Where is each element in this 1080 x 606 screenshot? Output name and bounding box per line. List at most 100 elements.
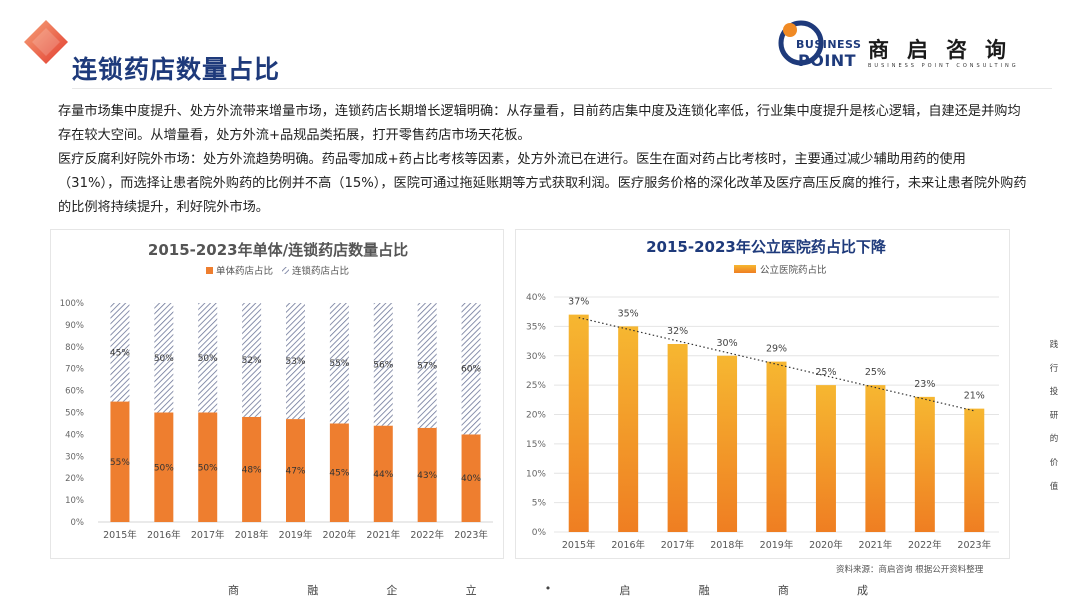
- paragraph-hospital: 医疗反腐利好院外市场：处方外流趋势明确。药品零加成+药占比考核等因素，处方外流已…: [58, 152, 1027, 215]
- x-tick-label: 2015年: [562, 539, 596, 551]
- data-label-chain: 57%: [417, 361, 437, 371]
- y-tick-label: 5%: [532, 499, 547, 509]
- bar-drug-ratio: [667, 344, 688, 532]
- side-char: 值: [1049, 481, 1059, 492]
- data-label-single: 40%: [461, 474, 481, 484]
- bar-single-store: [329, 423, 349, 522]
- side-char: 价: [1049, 457, 1059, 468]
- bar-drug-ratio: [568, 314, 589, 532]
- data-label-chain: 60%: [461, 365, 481, 375]
- data-label: 23%: [914, 379, 935, 390]
- logo-text-business: BUSINESS: [796, 38, 862, 51]
- corner-decoration-icon: [24, 20, 68, 64]
- data-label-chain: 45%: [110, 348, 130, 358]
- chart-title: 2015-2023年单体/连锁药店数量占比: [148, 241, 408, 259]
- bar-chain-store: [198, 303, 218, 413]
- chart-panel-store-share: 2015-2023年单体/连锁药店数量占比 单体药店占比 连锁药店占比 0% 10% 20…: [50, 229, 504, 559]
- data-label-single: 47%: [285, 467, 305, 477]
- x-tick-label: 2020年: [809, 539, 843, 551]
- side-char: 研: [1049, 410, 1059, 421]
- bar-chain-store: [417, 303, 437, 428]
- x-tick-label: 2019年: [760, 539, 794, 551]
- x-tick-label: 2022年: [410, 529, 444, 541]
- bar-drug-ratio: [964, 408, 985, 532]
- bar-single-store: [417, 427, 437, 522]
- x-tick-label: 2016年: [611, 539, 645, 551]
- footer-char: 成: [857, 584, 868, 597]
- data-label-single: 43%: [417, 471, 437, 481]
- bar-single-store: [110, 401, 130, 522]
- footer-char: •: [544, 582, 552, 595]
- x-tick-label: 2022年: [908, 539, 942, 551]
- y-tick-label: 15%: [526, 440, 546, 450]
- y-tick-label: 25%: [526, 381, 546, 391]
- bar-drug-ratio: [717, 355, 738, 532]
- legend-swatch: [282, 267, 289, 274]
- bar-chain-store: [329, 303, 349, 424]
- x-tick-label: 2020年: [323, 529, 357, 541]
- data-label-single: 50%: [154, 463, 174, 473]
- data-label-single: 45%: [329, 469, 349, 479]
- x-tick-label: 2018年: [235, 529, 269, 541]
- y-tick-label: 50%: [65, 409, 84, 419]
- bar-single-store: [286, 419, 305, 522]
- y-tick-label: 90%: [65, 321, 84, 331]
- y-tick-label: 10%: [65, 496, 84, 506]
- bar-drug-ratio: [766, 361, 787, 532]
- title-divider: [72, 88, 1052, 89]
- chart-title: 2015-2023年公立医院药占比下降: [646, 238, 887, 256]
- data-label: 37%: [568, 297, 589, 308]
- data-label: 35%: [618, 308, 639, 319]
- paragraph-market: 存量市场集中度提升、处方外流带来增量市场，连锁药店长期增长逻辑明确：从存量看，目…: [58, 104, 1021, 143]
- x-tick-label: 2023年: [454, 529, 488, 541]
- y-tick-label: 40%: [65, 430, 84, 440]
- data-label-chain: 55%: [329, 359, 349, 369]
- x-tick-label: 2018年: [710, 539, 744, 551]
- legend-label: 连锁药店占比: [292, 265, 349, 277]
- legend-label: 公立医院药占比: [760, 264, 827, 276]
- y-tick-label: 30%: [526, 352, 546, 362]
- chart-panel-drug-ratio: 2015-2023年公立医院药占比下降公立医院药占比 0% 5% 10% 15% 20% 2…: [515, 229, 1010, 559]
- x-tick-label: 2017年: [661, 539, 695, 551]
- x-tick-label: 2017年: [191, 529, 225, 541]
- y-tick-label: 20%: [65, 474, 84, 484]
- y-tick-label: 20%: [526, 411, 546, 421]
- bar-drug-ratio: [914, 396, 935, 532]
- data-label-chain: 53%: [285, 357, 305, 367]
- footer-char: 企: [386, 584, 398, 597]
- data-label-chain: 50%: [154, 354, 174, 364]
- data-label: 25%: [815, 367, 836, 378]
- y-tick-label: 30%: [65, 452, 84, 462]
- bar-single-store: [154, 412, 174, 522]
- footer-char: 商: [777, 584, 789, 597]
- bar-single-store: [373, 425, 393, 522]
- x-tick-label: 2019年: [279, 529, 313, 541]
- data-label-single: 48%: [242, 465, 262, 475]
- data-label: 21%: [964, 391, 985, 402]
- y-tick-label: 80%: [65, 343, 84, 353]
- y-tick-label: 10%: [526, 469, 546, 479]
- legend-label: 单体药店占比: [216, 265, 273, 277]
- bar-drug-ratio: [618, 326, 639, 532]
- side-char: 投: [1049, 387, 1059, 398]
- data-label: 29%: [766, 344, 787, 355]
- bar-chain-store: [461, 303, 481, 435]
- bar-single-store: [242, 416, 262, 522]
- data-label-chain: 50%: [198, 354, 218, 364]
- side-slogan: 践 行 投 研 的 价 值: [1048, 334, 1060, 499]
- logo-text-point: POINT: [798, 51, 857, 70]
- y-tick-label: 100%: [60, 299, 84, 309]
- data-label-chain: 56%: [373, 360, 393, 370]
- body-text: 存量市场集中度提升、处方外流带来增量市场，连锁药店长期增长逻辑明确：从存量看，目…: [58, 100, 1028, 220]
- y-tick-label: 70%: [65, 365, 84, 375]
- footer-char: 融: [698, 584, 710, 597]
- x-tick-label: 2021年: [859, 539, 893, 551]
- data-label-single: 55%: [110, 458, 130, 468]
- y-tick-label: 0%: [532, 528, 547, 538]
- x-tick-label: 2015年: [103, 529, 137, 541]
- source-note: 资料来源：商启咨询 根据公开资料整理: [836, 565, 984, 575]
- page-title: 连锁药店数量占比: [72, 55, 281, 84]
- data-label: 25%: [865, 367, 886, 378]
- footer-char: 立: [465, 584, 477, 597]
